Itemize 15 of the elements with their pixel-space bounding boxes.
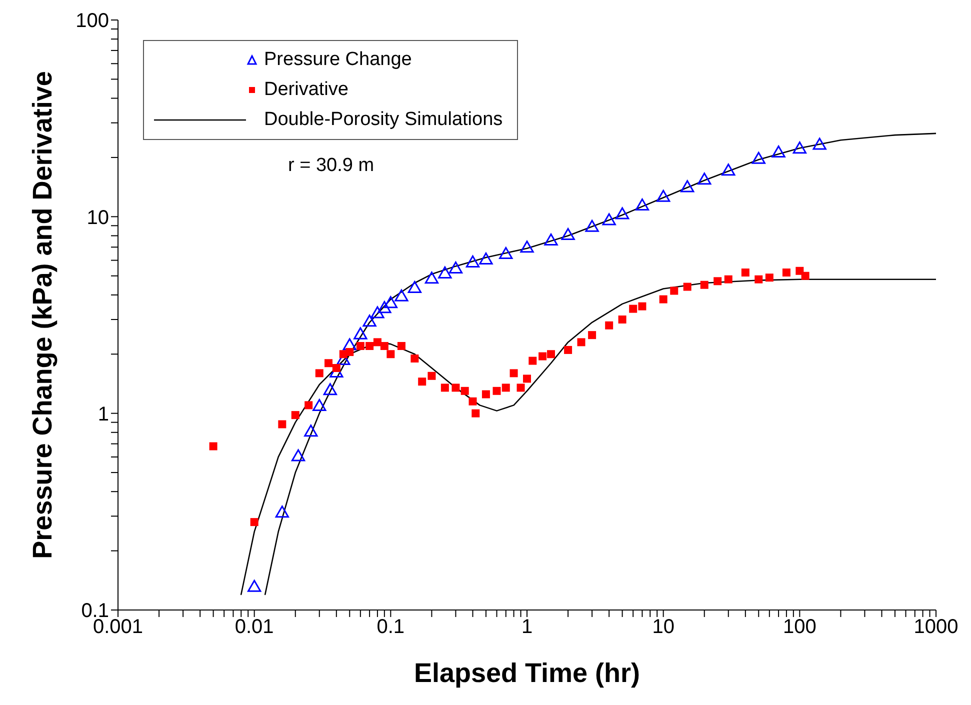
x-tick-label: 0.1 [376, 616, 405, 638]
annotation: r = 30.9 m [288, 155, 374, 177]
y-tick-label: 100 [76, 10, 109, 32]
x-tick-label: 0.01 [234, 616, 274, 638]
y-tick-label: 1 [98, 403, 109, 426]
x-tick-label: 10 [652, 616, 674, 638]
y-axis-title: Pressure Change (kPa) and Derivative [28, 71, 58, 559]
legend-label: Double-Porosity Simulations [264, 109, 503, 131]
legend-label: Pressure Change [264, 49, 412, 71]
x-tick-label: 100 [782, 616, 816, 638]
y-tick-label: 10 [86, 206, 109, 229]
legend-label: Derivative [264, 79, 348, 101]
x-axis-title: Elapsed Time (hr) [414, 658, 640, 688]
x-tick-label: 1 [521, 616, 533, 638]
x-tick-label: 1000 [914, 616, 958, 638]
